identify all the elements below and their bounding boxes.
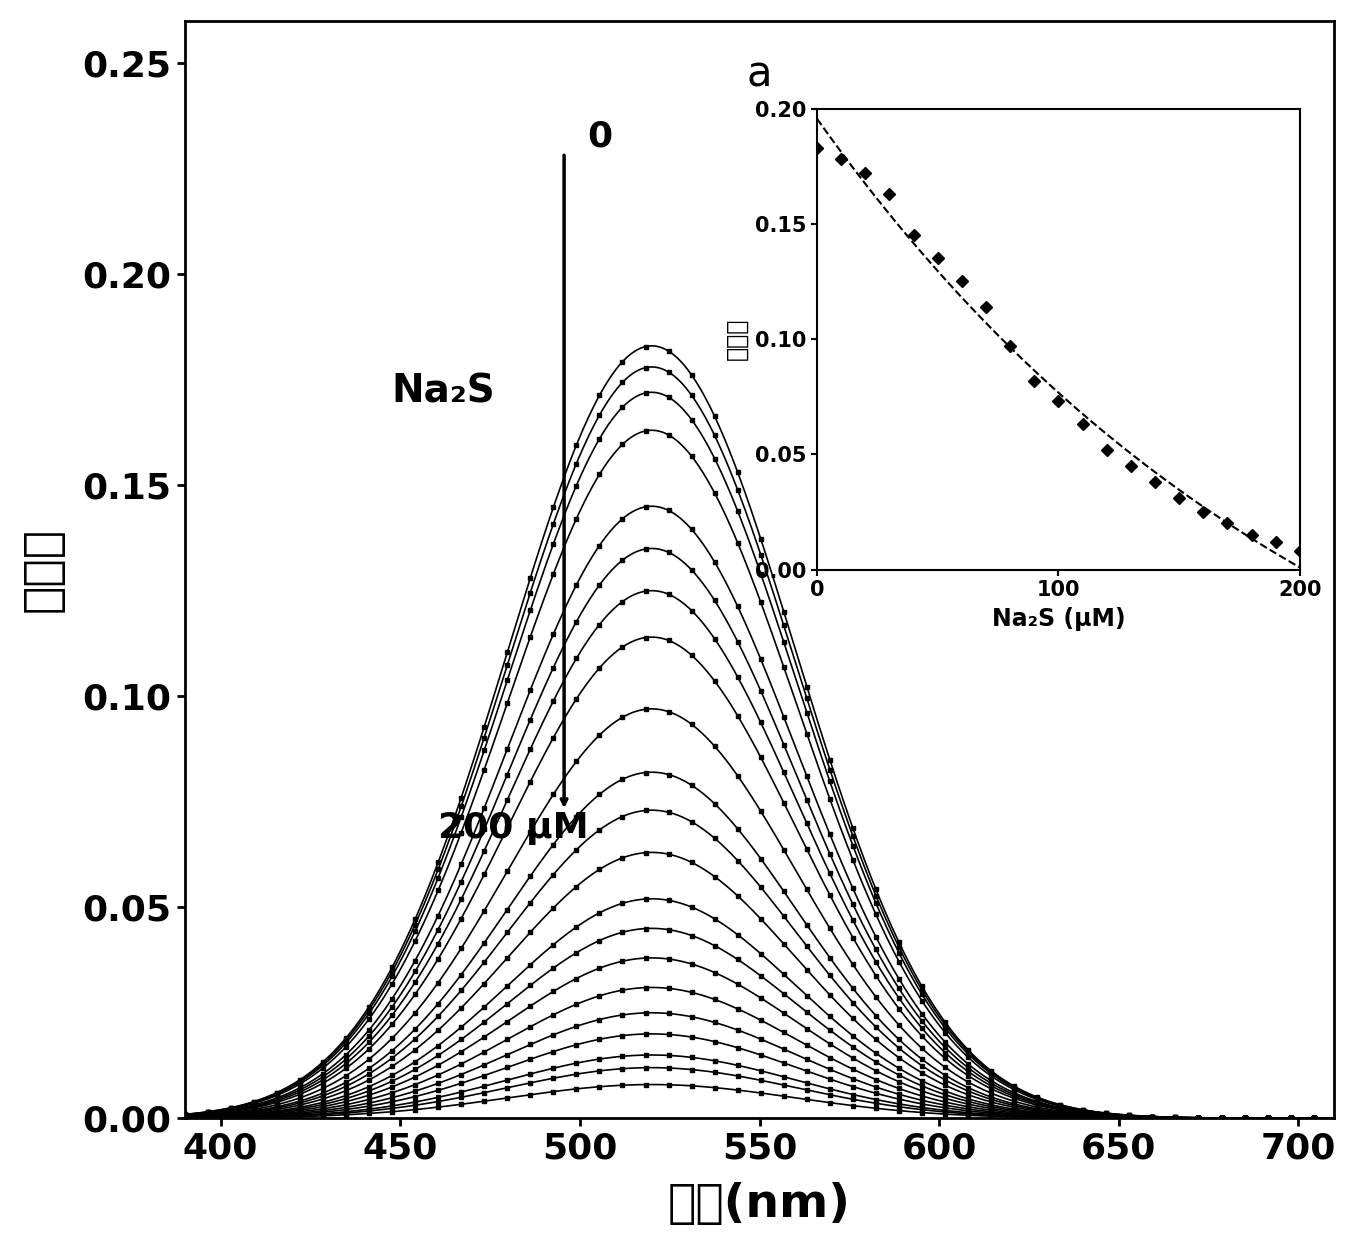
Text: 0: 0 — [588, 120, 612, 154]
X-axis label: 波长(nm): 波长(nm) — [668, 1182, 851, 1227]
Y-axis label: 吸光度: 吸光度 — [20, 527, 65, 612]
Text: a: a — [747, 54, 772, 96]
Text: 200 μM: 200 μM — [438, 811, 589, 845]
Text: Na₂S: Na₂S — [392, 372, 495, 411]
